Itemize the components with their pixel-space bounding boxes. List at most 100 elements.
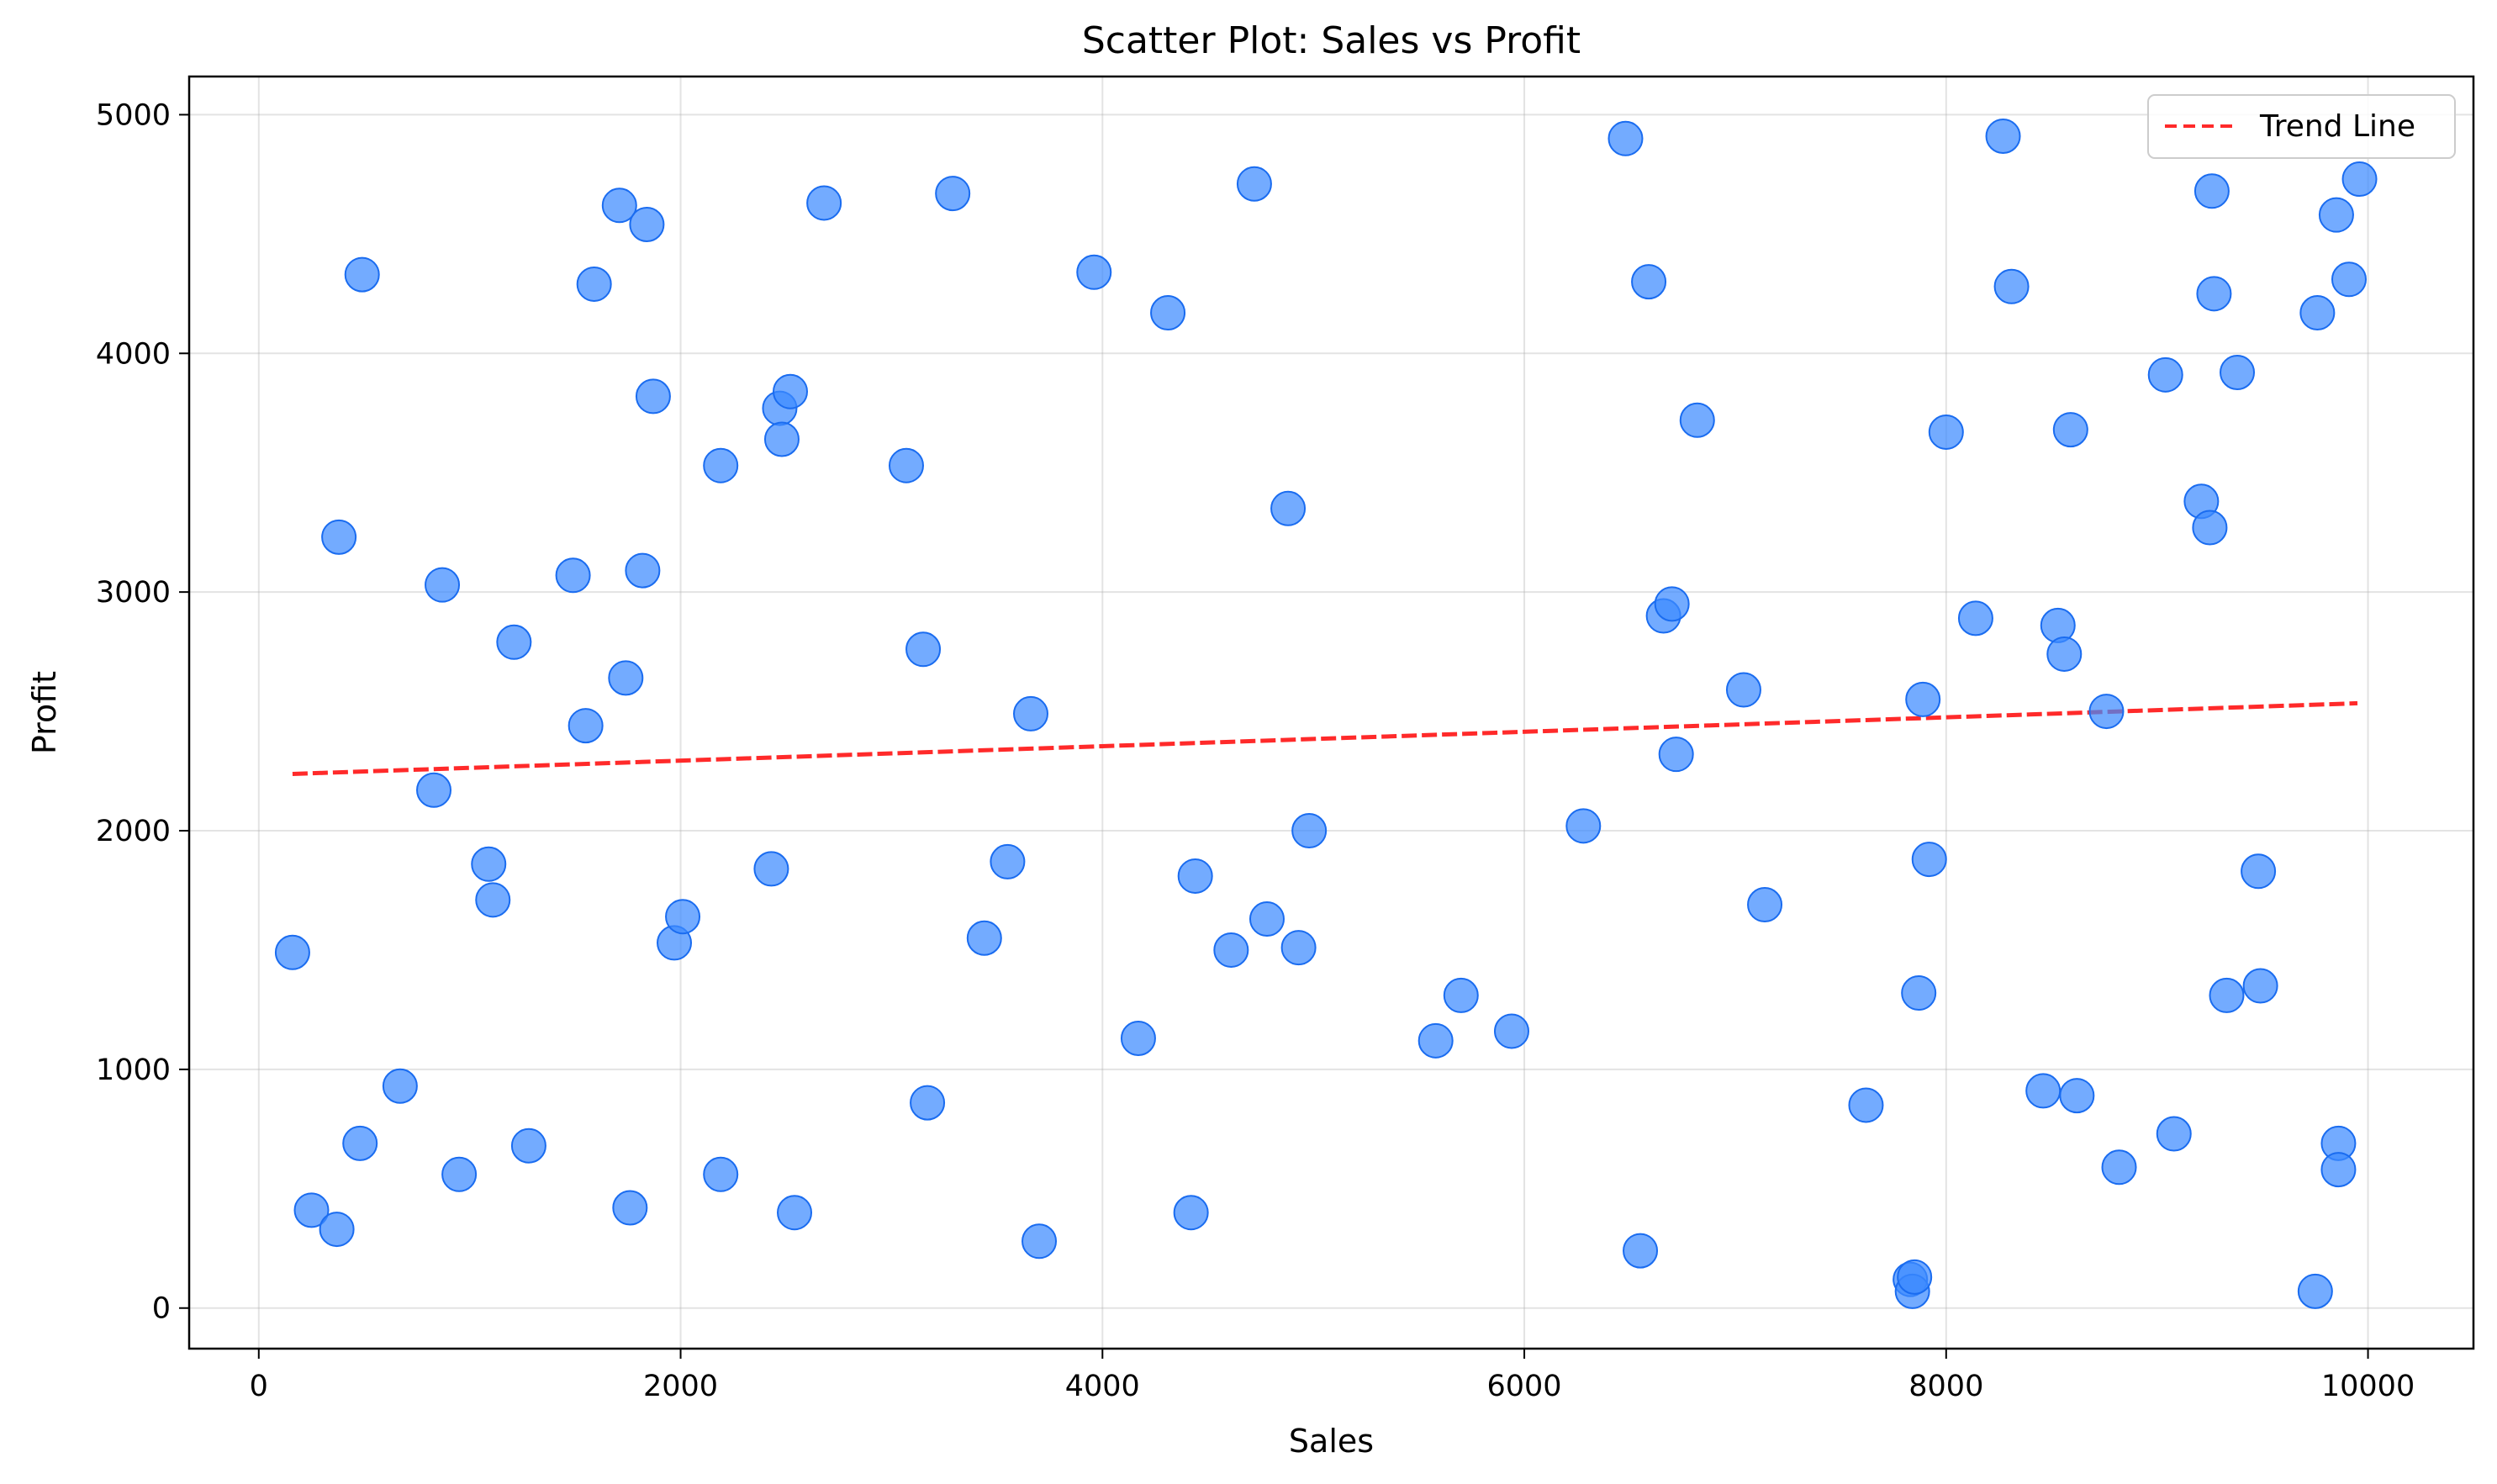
chart-title: Scatter Plot: Sales vs Profit (1082, 19, 1581, 62)
data-point (888, 447, 924, 483)
data-point (1901, 975, 1937, 1011)
data-point (274, 934, 310, 970)
data-point (1173, 1195, 1209, 1231)
data-point (1213, 932, 1249, 968)
data-point (635, 378, 671, 415)
legend: Trend Line (2147, 94, 2456, 159)
data-point (1957, 600, 1993, 636)
data-point (321, 519, 357, 555)
data-point (2052, 412, 2088, 448)
data-point (576, 266, 612, 302)
data-point (2209, 977, 2245, 1013)
data-point (2299, 295, 2336, 331)
data-point (625, 552, 661, 589)
data-point (601, 187, 637, 224)
data-point (1985, 118, 2021, 154)
data-point (1631, 264, 1667, 300)
data-point (344, 256, 380, 293)
data-point (568, 708, 604, 744)
y-axis-ticks: 0 1000 2000 3000 4000 5000 (96, 98, 189, 1326)
data-point (1177, 858, 1213, 894)
data-point (2341, 161, 2378, 198)
x-axis-ticks: 0 2000 4000 6000 8000 10000 (250, 1349, 2415, 1403)
data-point (1494, 1013, 1529, 1049)
data-point (416, 772, 452, 808)
data-point (1076, 254, 1112, 290)
data-point (1905, 681, 1941, 717)
y-axis-label: Profit (26, 671, 63, 754)
data-point (777, 1195, 813, 1231)
data-point (905, 631, 942, 668)
data-point (2193, 173, 2230, 209)
data-point (1150, 295, 1186, 331)
data-point (2046, 636, 2083, 672)
legend-box (2147, 94, 2456, 159)
data-point (2101, 1149, 2137, 1186)
data-point (1654, 586, 1690, 622)
x-tick-label: 6000 (1487, 1370, 1562, 1403)
data-point (935, 176, 971, 212)
data-point (1291, 813, 1328, 849)
data-point (1623, 1233, 1659, 1269)
grid (189, 77, 2473, 1349)
data-point (612, 1190, 648, 1226)
y-tick-label: 1000 (96, 1054, 171, 1087)
data-point (1848, 1087, 1884, 1123)
data-point (1747, 887, 1783, 923)
data-point (608, 660, 644, 696)
data-point (2320, 1152, 2357, 1188)
x-tick-label: 10000 (2321, 1370, 2415, 1403)
data-point (1993, 268, 2030, 304)
data-points (274, 118, 2378, 1309)
y-tick-label: 0 (152, 1292, 171, 1326)
data-point (1911, 842, 1947, 878)
data-point (2196, 276, 2232, 312)
data-point (910, 1085, 946, 1121)
data-point (990, 843, 1026, 879)
data-point (1270, 490, 1307, 526)
data-point (703, 1156, 739, 1192)
data-point (1928, 414, 1964, 450)
trend-line-layer (292, 700, 2358, 776)
data-point (1120, 1020, 1156, 1056)
data-point (966, 920, 1002, 956)
data-point (1417, 1022, 1454, 1059)
x-tick-label: 8000 (1908, 1370, 1983, 1403)
data-point (382, 1068, 418, 1104)
data-point (1679, 402, 1715, 438)
data-point (510, 1128, 546, 1164)
data-point (629, 206, 665, 242)
data-point (319, 1212, 355, 1248)
data-point (763, 421, 800, 457)
data-point (2156, 1116, 2192, 1152)
data-point (2147, 356, 2183, 393)
x-tick-label: 2000 (643, 1370, 718, 1403)
data-point (1725, 672, 1761, 708)
data-point (2088, 694, 2125, 730)
data-point (1236, 166, 1272, 202)
y-tick-label: 2000 (96, 815, 171, 848)
data-point (555, 557, 591, 594)
data-point (1607, 120, 1644, 156)
y-tick-label: 3000 (96, 576, 171, 610)
data-point (496, 624, 532, 660)
data-point (1280, 930, 1317, 966)
data-point (2242, 968, 2278, 1004)
data-point (773, 373, 808, 409)
data-point (2040, 607, 2076, 643)
data-point (2331, 261, 2367, 298)
trend-line (292, 700, 2358, 776)
data-point (2025, 1073, 2061, 1109)
data-point (425, 567, 461, 603)
data-point (753, 851, 789, 887)
data-point (2297, 1273, 2333, 1309)
data-point (1248, 901, 1285, 937)
x-tick-label: 0 (250, 1370, 268, 1403)
data-point (441, 1156, 478, 1192)
data-point (703, 447, 739, 483)
data-point (1658, 737, 1694, 773)
data-point (806, 185, 842, 221)
data-point (1013, 695, 1048, 731)
data-point (1022, 1223, 1058, 1260)
